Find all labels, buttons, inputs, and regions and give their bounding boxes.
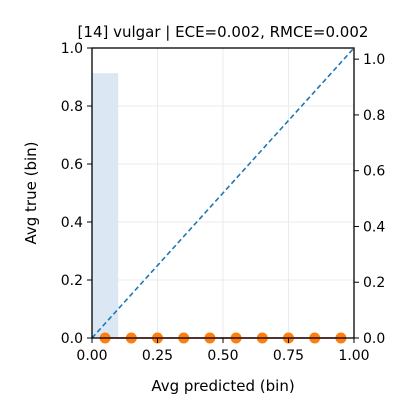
y-axis-label: Avg true (bin): [22, 141, 40, 244]
y-tick-label: 0.6: [61, 157, 83, 173]
x-tick-label: 0.50: [207, 348, 238, 364]
perfect-calibration-line: [91, 47, 355, 339]
right-y-tick-label: 0.2: [363, 275, 385, 291]
y-tick-label: 0.4: [61, 215, 83, 231]
y-tick-label: 0.2: [61, 273, 83, 289]
x-axis-label: Avg predicted (bin): [151, 377, 294, 395]
x-tick-label: 0.00: [76, 348, 107, 364]
right-y-tick-label: 0.6: [363, 164, 385, 180]
right-y-tick-label: 0.8: [363, 108, 385, 124]
y-tick-label: 0.0: [61, 331, 83, 347]
right-y-tick-label: 1.0: [363, 52, 385, 68]
histogram-bars: [92, 73, 119, 338]
x-tick-label: 1.00: [338, 348, 369, 364]
reference-lines: [91, 47, 355, 339]
right-y-tick-label: 0.4: [363, 219, 385, 235]
right-y-tick-label: 0.0: [363, 331, 385, 347]
y-axis-ticks: 0.0 0.2 0.4 0.6 0.8 1.0: [61, 41, 92, 347]
x-tick-label: 0.25: [142, 348, 173, 364]
x-axis-ticks: 0.00 0.25 0.50 0.75 1.00: [76, 338, 370, 364]
y-tick-label: 0.8: [61, 99, 83, 115]
x-tick-label: 0.75: [273, 348, 304, 364]
histogram-bar: [92, 73, 119, 338]
chart-title: [14] vulgar | ECE=0.002, RMCE=0.002: [78, 23, 369, 41]
y-tick-label: 1.0: [61, 41, 83, 57]
right-y-axis-ticks: 0.0 0.2 0.4 0.6 0.8 1.0: [354, 52, 385, 347]
